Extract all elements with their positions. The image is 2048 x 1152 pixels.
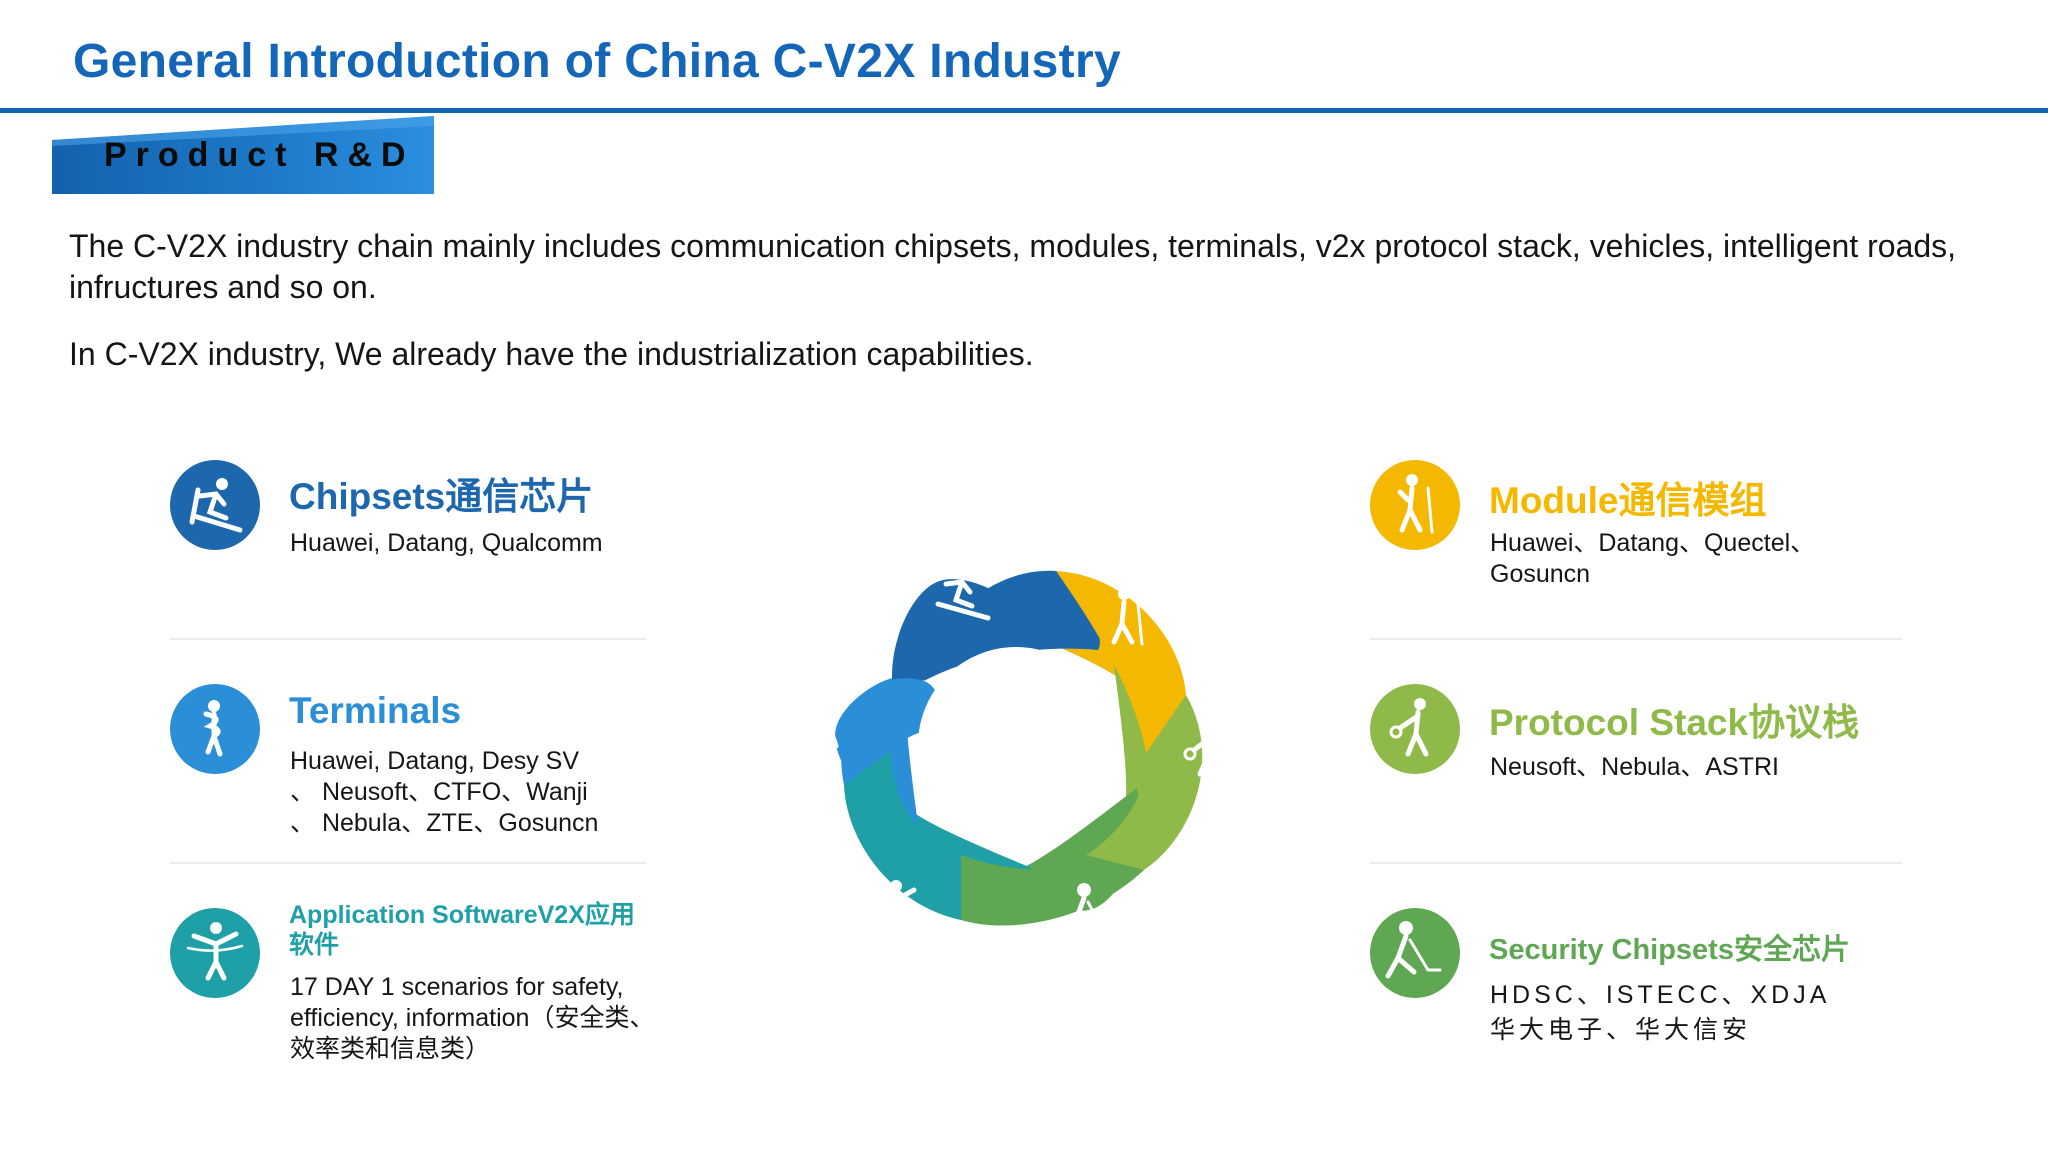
item-detail: 17 DAY 1 scenarios for safety, efficienc… [290,973,655,1063]
skier-icon [170,460,260,550]
wheel-skier-icon [935,566,991,621]
section-label: Product R&D [104,136,415,174]
wheel-segment-chipsets-fill [924,570,1100,681]
hiker-icon [1370,460,1460,550]
item-name: Protocol Stack协议栈 [1489,702,1860,743]
wheel-hiker-icon [1111,588,1144,646]
intro-text: The C-V2X industry chain mainly includes… [69,226,2029,401]
wheel-segment-application-fill [844,747,961,920]
section-tab: Product R&D [52,116,434,196]
item-detail: Huawei、Datang、Quectel、 Gosuncn [1490,529,1816,588]
slide-title: General Introduction of China C-V2X Indu… [73,35,1121,88]
intro-paragraph-2: In C-V2X industry, We already have the i… [69,336,1034,372]
item-security: Security Chipsets安全芯片 HDSC、ISTECC、XDJA 华… [1370,908,1930,1048]
wheel-runner-finish-icon [875,880,917,937]
item-detail: Huawei, Datang, Qualcomm [290,529,603,557]
item-application: Application SoftwareV2X应用 软件 17 DAY 1 sc… [170,901,690,1078]
hockey-player-icon [1370,908,1460,998]
item-module: Module通信模组 Huawei、Datang、Quectel、 Gosunc… [1370,460,1930,600]
runner-finish-icon [170,908,260,998]
wheel-segment-protocol-fill [1086,695,1203,876]
wheel-bowler-icon [1183,720,1221,777]
item-detail: HDSC、ISTECC、XDJA 华大电子、华大信安 [1490,981,1831,1044]
wheel-segment-module-fill [1056,571,1186,754]
wheel-dancer-icon [819,692,839,749]
title-underline [0,108,2048,113]
industry-chain-wheel [766,518,1266,972]
item-detail: Huawei, Datang, Desy SV 、 Neusoft、CTFO、W… [290,747,599,837]
item-name: Security Chipsets安全芯片 [1489,934,1850,966]
dancer-icon [170,684,260,774]
divider [1370,862,1902,864]
divider [170,862,646,864]
wheel-graphic [819,566,1221,939]
divider [1370,638,1902,640]
wheel-segment-security-fill [944,855,1144,926]
section-tab-shape [52,116,434,194]
item-name: Terminals [289,690,462,731]
bowler-icon [1370,684,1460,774]
item-protocol: Protocol Stack协议栈 Neusoft、Nebula、ASTRI [1370,684,1930,804]
wheel-segment-terminals-fill [841,678,938,785]
item-name: Module通信模组 [1489,480,1767,521]
item-chipsets: Chipsets通信芯片 Huawei, Datang, Qualcomm [170,460,670,580]
item-detail: Neusoft、Nebula、ASTRI [1490,753,1780,781]
item-name: Chipsets通信芯片 [289,476,594,517]
item-terminals: Terminals Huawei, Datang, Desy SV 、 Neus… [170,684,670,844]
item-name: Application SoftwareV2X应用 软件 [289,901,635,959]
wheel-hockey-icon [1063,883,1118,939]
intro-paragraph-1: The C-V2X industry chain mainly includes… [69,228,1957,305]
divider [170,638,646,640]
